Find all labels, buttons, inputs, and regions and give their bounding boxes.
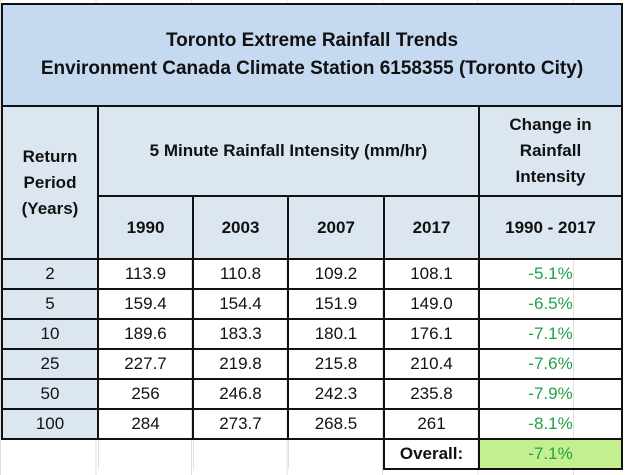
hdr-line: Rainfall [519,141,582,160]
intensity-cell: 261 [383,408,480,440]
table-row: 50 256 246.8 242.3 235.8 -7.9% [1,378,623,410]
empty-cell [288,439,385,469]
overall-value: -7.1% [478,438,623,470]
hdr-line: Return [22,146,78,166]
return-period-cell: 50 [1,378,99,410]
return-period-cell: 100 [1,408,99,440]
return-period-cell: 5 [1,288,99,320]
hdr-line: Intensity [515,167,586,186]
table-row: 5 159.4 154.4 151.9 149.0 -6.5% [1,288,623,320]
change-cell: -7.9% [478,378,623,410]
change-header: Change in Rainfall Intensity [478,105,623,197]
intensity-cell: 180.1 [287,318,385,350]
hdr-line: Period [23,172,77,192]
table-title: Toronto Extreme Rainfall Trends Environm… [1,3,623,107]
year-header: 2017 [383,195,480,260]
change-cell: -7.1% [478,318,623,350]
intensity-cell: 219.8 [192,348,289,380]
table-row: 100 284 273.7 268.5 261 -8.1% [1,408,623,440]
intensity-cell: 159.4 [97,288,194,320]
change-range-header: 1990 - 2017 [478,195,623,260]
return-period-cell: 25 [1,348,99,380]
return-period-cell: 2 [1,258,99,290]
rainfall-table: Toronto Extreme Rainfall Trends Environm… [1,3,623,470]
hdr-line: Change in [509,115,592,134]
empty-cell [2,439,99,469]
intensity-header: 5 Minute Rainfall Intensity (mm/hr) [97,105,480,197]
year-header: 2003 [192,195,289,260]
change-cell: -7.6% [478,348,623,380]
hdr-line: (Years) [21,198,79,218]
intensity-cell: 256 [97,378,194,410]
intensity-cell: 113.9 [97,258,194,290]
intensity-cell: 151.9 [287,288,385,320]
table-row: 10 189.6 183.3 180.1 176.1 -7.1% [1,318,623,350]
intensity-cell: 110.8 [192,258,289,290]
intensity-cell: 109.2 [287,258,385,290]
intensity-cell: 268.5 [287,408,385,440]
table-row: 25 227.7 219.8 215.8 210.4 -7.6% [1,348,623,380]
intensity-cell: 183.3 [192,318,289,350]
empty-cell [98,439,194,469]
year-header: 1990 [97,195,194,260]
intensity-cell: 176.1 [383,318,480,350]
change-cell: -5.1% [478,258,623,290]
intensity-cell: 108.1 [383,258,480,290]
return-period-header: Return Period (Years) [1,105,99,260]
return-period-cell: 10 [1,318,99,350]
table-row: 2 113.9 110.8 109.2 108.1 -5.1% [1,258,623,290]
intensity-cell: 242.3 [287,378,385,410]
intensity-cell: 284 [97,408,194,440]
intensity-cell: 149.0 [383,288,480,320]
intensity-cell: 210.4 [383,348,480,380]
intensity-cell: 189.6 [97,318,194,350]
intensity-cell: 246.8 [192,378,289,410]
intensity-cell: 227.7 [97,348,194,380]
intensity-cell: 154.4 [192,288,289,320]
title-line-1: Toronto Extreme Rainfall Trends [165,30,459,51]
change-cell: -8.1% [478,408,623,440]
empty-cell [193,439,289,469]
intensity-cell: 235.8 [383,378,480,410]
intensity-cell: 273.7 [192,408,289,440]
overall-label: Overall: [383,438,480,470]
intensity-cell: 215.8 [287,348,385,380]
title-line-2: Environment Canada Climate Station 61583… [40,58,584,79]
change-cell: -6.5% [478,288,623,320]
year-header: 2007 [287,195,385,260]
